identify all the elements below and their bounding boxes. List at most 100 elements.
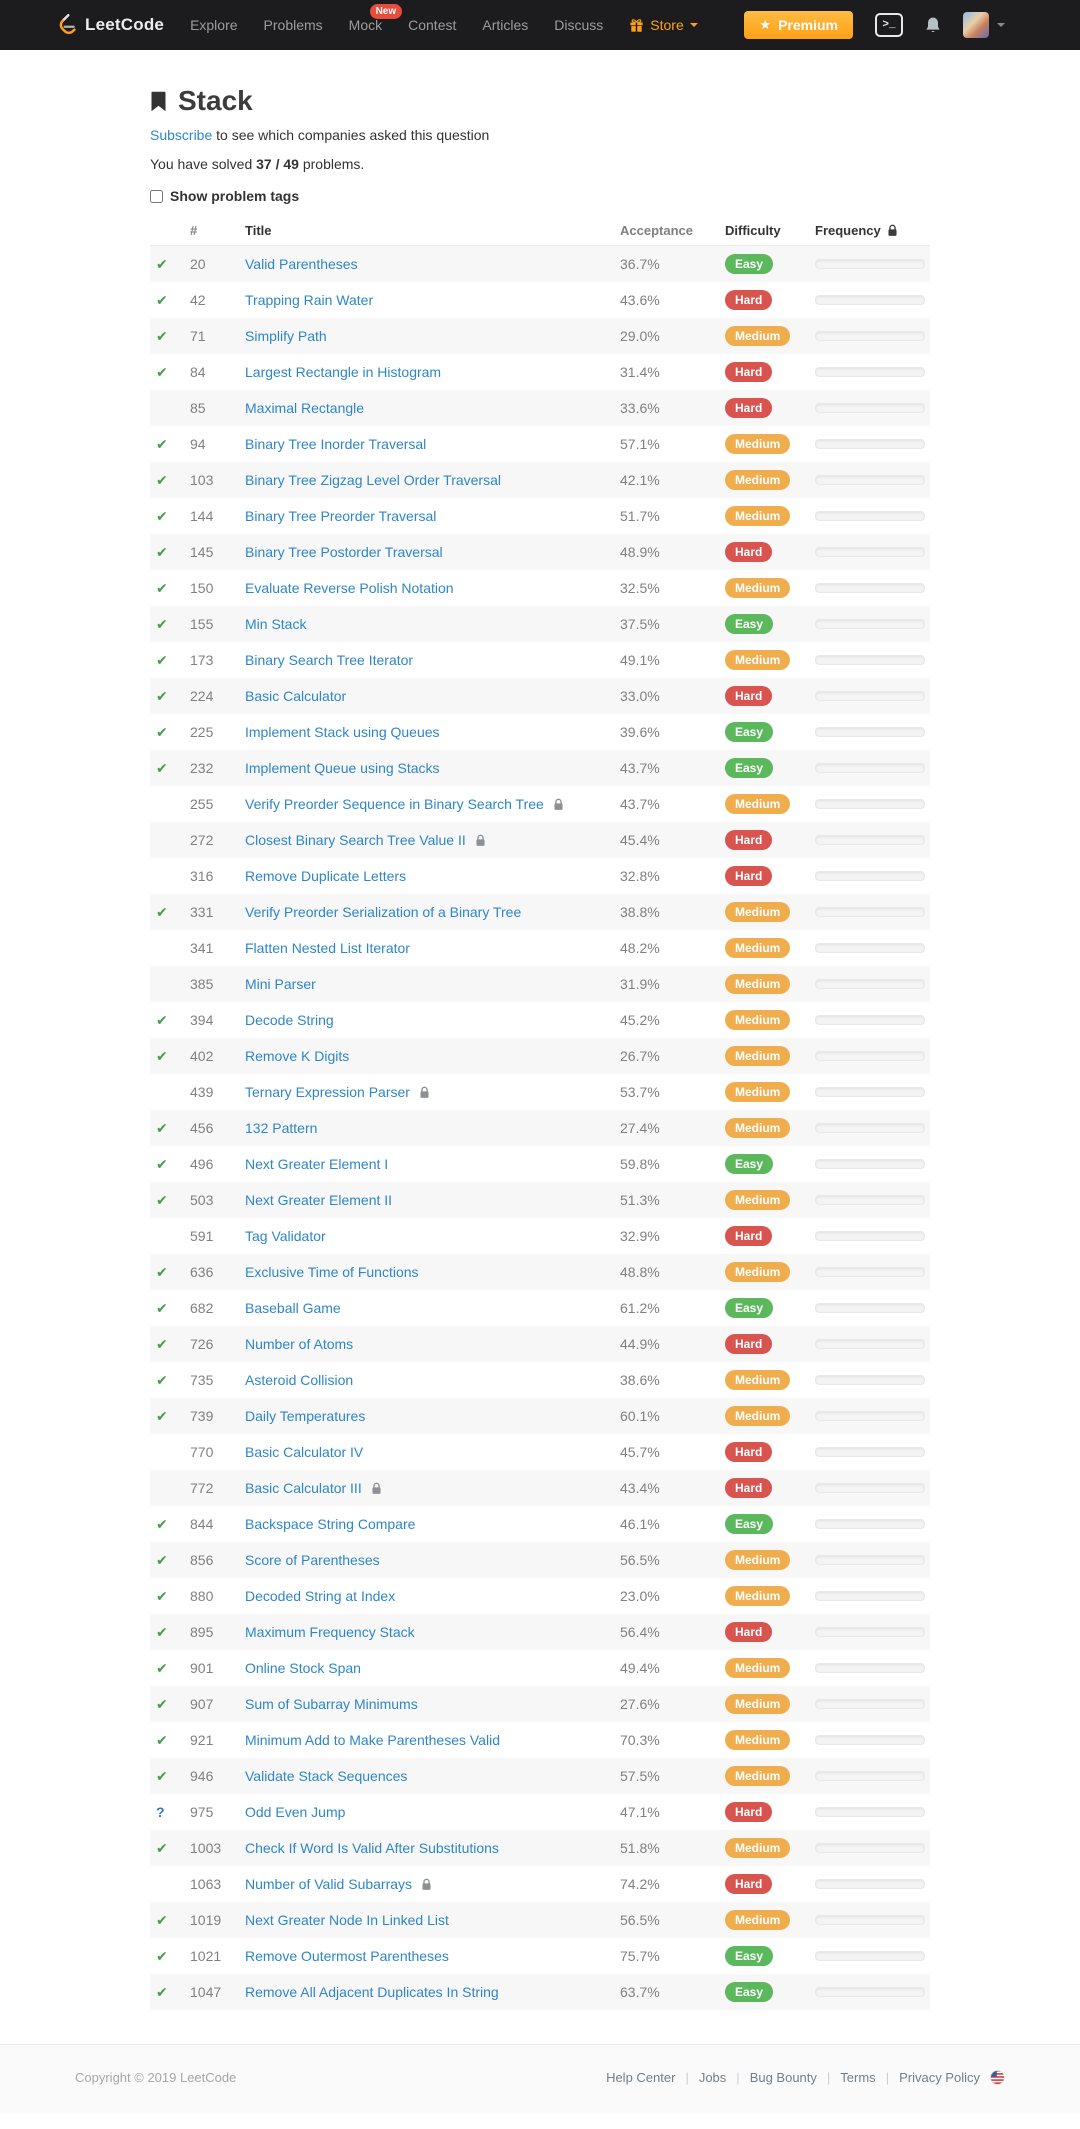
acceptance-value: 45.4% (620, 832, 660, 848)
problem-title-link[interactable]: Decode String (245, 1012, 334, 1028)
problem-title-link[interactable]: Basic Calculator III (245, 1480, 362, 1496)
show-tags-checkbox[interactable] (150, 189, 163, 203)
nav-store[interactable]: Store (629, 17, 698, 33)
problem-title-link[interactable]: Tag Validator (245, 1228, 326, 1244)
problem-title-link[interactable]: Implement Stack using Queues (245, 724, 440, 740)
difficulty-badge: Medium (725, 1766, 791, 1786)
problem-title-link[interactable]: Maximal Rectangle (245, 400, 365, 416)
problem-title-link[interactable]: Ternary Expression Parser (245, 1084, 410, 1100)
problem-title-link[interactable]: Simplify Path (245, 328, 327, 344)
problem-title-link[interactable]: Closest Binary Search Tree Value II (245, 832, 466, 848)
frequency-bar (815, 1411, 925, 1421)
title-cell: Basic Calculator IV (245, 1444, 620, 1460)
problem-title-link[interactable]: Binary Search Tree Iterator (245, 652, 414, 668)
table-row: ✔ 224 Basic Calculator 33.0% Hard (150, 678, 930, 714)
title-cell: Implement Queue using Stacks (245, 760, 620, 776)
problem-title-link[interactable]: 132 Pattern (245, 1120, 318, 1136)
solved-check-icon: ✔ (156, 1983, 168, 2000)
problem-title-link[interactable]: Number of Atoms (245, 1336, 354, 1352)
terminal-icon[interactable]: >_ (875, 13, 903, 37)
problem-title-link[interactable]: Mini Parser (245, 976, 316, 992)
problem-title-link[interactable]: Remove Outermost Parentheses (245, 1948, 449, 1964)
problem-title-link[interactable]: Trapping Rain Water (245, 292, 374, 308)
problem-title-link[interactable]: Next Greater Element I (245, 1156, 389, 1172)
problem-title-link[interactable]: Decoded String at Index (245, 1588, 396, 1604)
footer-link-privacy-policy[interactable]: Privacy Policy (899, 2070, 980, 2085)
problem-title-link[interactable]: Next Greater Node In Linked List (245, 1912, 449, 1928)
frequency-cell (815, 1591, 930, 1601)
problem-title-link[interactable]: Score of Parentheses (245, 1552, 380, 1568)
notifications-bell-icon[interactable] (925, 16, 941, 34)
problem-title-link[interactable]: Maximum Frequency Stack (245, 1624, 415, 1640)
status-cell: ✔ (150, 1768, 190, 1785)
problem-title-link[interactable]: Exclusive Time of Functions (245, 1264, 419, 1280)
problem-title-link[interactable]: Validate Stack Sequences (245, 1768, 408, 1784)
title-cell: Next Greater Element I (245, 1156, 620, 1172)
problem-title-link[interactable]: Number of Valid Subarrays (245, 1876, 413, 1892)
acceptance-value: 39.6% (620, 724, 660, 740)
us-flag-icon[interactable] (990, 2070, 1005, 2085)
problem-title-link[interactable]: Remove K Digits (245, 1048, 350, 1064)
frequency-cell (815, 1231, 930, 1241)
frequency-cell (815, 1879, 930, 1889)
nav-articles[interactable]: Articles (482, 17, 529, 33)
problem-title-link[interactable]: Implement Queue using Stacks (245, 760, 440, 776)
problem-title-link[interactable]: Binary Tree Postorder Traversal (245, 544, 443, 560)
nav-explore[interactable]: Explore (190, 17, 238, 33)
problem-title-link[interactable]: Baseball Game (245, 1300, 341, 1316)
nav-contest[interactable]: Contest (408, 17, 457, 33)
problem-title-link[interactable]: Minimum Add to Make Parentheses Valid (245, 1732, 500, 1748)
nav-problems[interactable]: Problems (263, 17, 323, 33)
problem-title-link[interactable]: Remove All Adjacent Duplicates In String (245, 1984, 499, 2000)
frequency-cell (815, 1447, 930, 1457)
title-cell: Tag Validator (245, 1228, 620, 1244)
premium-button[interactable]: ★ Premium (744, 11, 853, 39)
problem-title-link[interactable]: Min Stack (245, 616, 307, 632)
problem-title-link[interactable]: Valid Parentheses (245, 256, 358, 272)
status-cell: ✔ (150, 436, 190, 453)
frequency-bar (815, 547, 925, 557)
nav-mock[interactable]: Mock New (349, 4, 403, 33)
problem-number: 150 (190, 580, 214, 596)
problem-title-link[interactable]: Backspace String Compare (245, 1516, 416, 1532)
problem-title-link[interactable]: Odd Even Jump (245, 1804, 346, 1820)
footer-link-jobs[interactable]: Jobs (698, 2070, 727, 2085)
problem-title-link[interactable]: Check If Word Is Valid After Substitutio… (245, 1840, 499, 1856)
problem-title-link[interactable]: Binary Tree Preorder Traversal (245, 508, 437, 524)
difficulty-cell: Medium (725, 1910, 815, 1930)
main-content: Stack Subscribe to see which companies a… (150, 85, 930, 2010)
acceptance-value: 48.8% (620, 1264, 660, 1280)
problem-title-link[interactable]: Largest Rectangle in Histogram (245, 364, 442, 380)
footer-link-bug-bounty[interactable]: Bug Bounty (749, 2070, 817, 2085)
frequency-cell (815, 979, 930, 989)
problem-number: 907 (190, 1696, 214, 1712)
status-cell: ✔ (150, 256, 190, 273)
problem-title-link[interactable]: Online Stock Span (245, 1660, 361, 1676)
problem-title-link[interactable]: Verify Preorder Sequence in Binary Searc… (245, 796, 544, 812)
difficulty-badge: Easy (725, 1946, 774, 1966)
problem-title-link[interactable]: Sum of Subarray Minimums (245, 1696, 418, 1712)
difficulty-cell: Medium (725, 650, 815, 670)
subscribe-link[interactable]: Subscribe (150, 127, 213, 143)
problem-title-link[interactable]: Basic Calculator (245, 688, 347, 704)
frequency-bar (815, 907, 925, 917)
leetcode-logo[interactable]: LeetCode (55, 12, 164, 38)
problem-title-link[interactable]: Basic Calculator IV (245, 1444, 364, 1460)
solved-check-icon: ✔ (156, 471, 168, 488)
problem-title-link[interactable]: Daily Temperatures (245, 1408, 366, 1424)
problem-title-link[interactable]: Binary Tree Inorder Traversal (245, 436, 427, 452)
user-menu[interactable] (963, 12, 1005, 38)
footer-link-help-center[interactable]: Help Center (606, 2070, 676, 2085)
problem-title-link[interactable]: Verify Preorder Serialization of a Binar… (245, 904, 522, 920)
difficulty-badge: Medium (725, 1586, 791, 1606)
frequency-bar (815, 1627, 925, 1637)
problem-title-link[interactable]: Binary Tree Zigzag Level Order Traversal (245, 472, 501, 488)
problem-title-link[interactable]: Asteroid Collision (245, 1372, 354, 1388)
acceptance-value: 26.7% (620, 1048, 660, 1064)
problem-title-link[interactable]: Remove Duplicate Letters (245, 868, 407, 884)
footer-link-terms[interactable]: Terms (840, 2070, 876, 2085)
problem-title-link[interactable]: Next Greater Element II (245, 1192, 393, 1208)
nav-discuss[interactable]: Discuss (554, 17, 604, 33)
problem-title-link[interactable]: Flatten Nested List Iterator (245, 940, 410, 956)
problem-title-link[interactable]: Evaluate Reverse Polish Notation (245, 580, 454, 596)
